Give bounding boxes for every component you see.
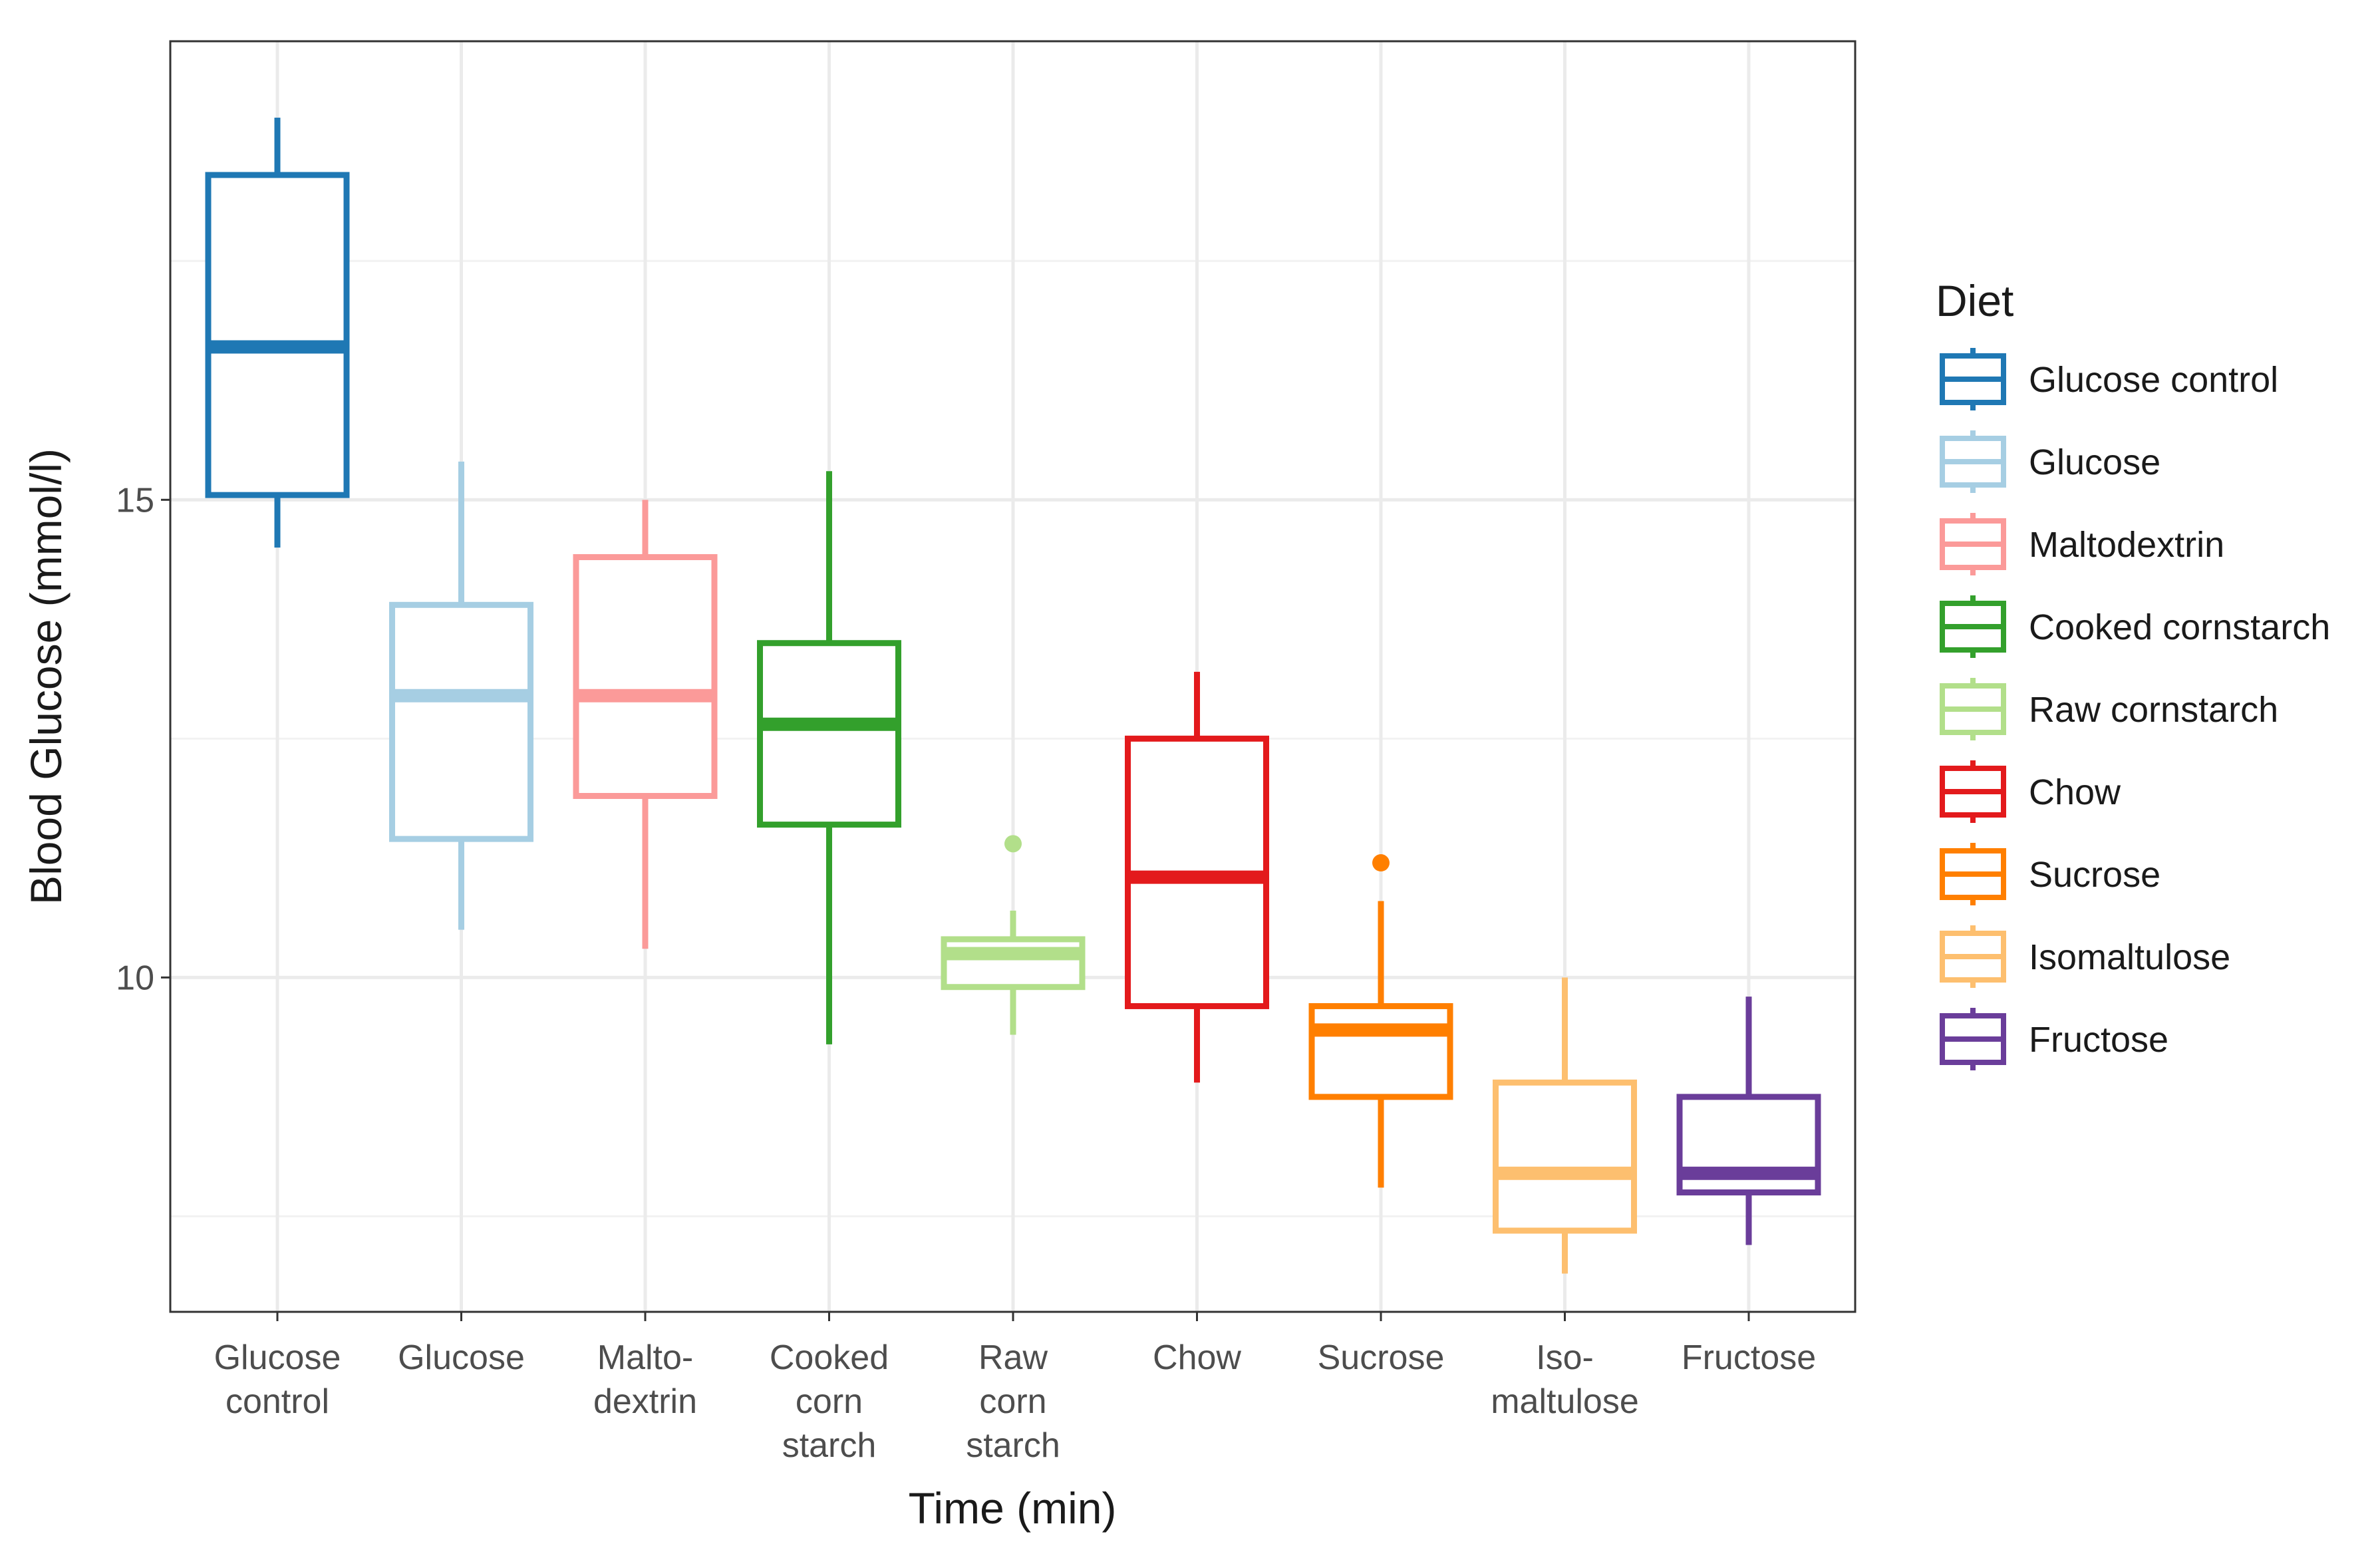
y-axis-title: Blood Glucose (mmol/l): [21, 448, 71, 905]
legend-item-5: Chow: [1940, 760, 2121, 823]
x-tick-label-line: corn: [979, 1382, 1046, 1421]
legend-item-3: Cooked cornstarch: [1940, 595, 2330, 658]
x-tick-label: Malto-dextrin: [593, 1338, 697, 1421]
x-tick-label-line: starch: [966, 1426, 1060, 1465]
legend-item-8: Fructose: [1940, 1008, 2168, 1070]
box-5: [1125, 671, 1269, 1083]
legend-label: Glucose control: [2029, 360, 2278, 400]
x-tick-label: Sucrose: [1318, 1338, 1445, 1377]
box-iqr: [1493, 1079, 1637, 1234]
legend-item-0: Glucose control: [1940, 348, 2278, 410]
x-tick-label: Glucose control: [214, 1338, 341, 1421]
x-tick-label-line: Chow: [1153, 1338, 1241, 1377]
legend-label: Cooked cornstarch: [2029, 607, 2330, 647]
legend-item-6: Sucrose: [1940, 843, 2160, 905]
legend-item-2: Maltodextrin: [1940, 513, 2224, 575]
legend-label: Maltodextrin: [2029, 525, 2224, 565]
legend-item-7: Isomaltulose: [1940, 925, 2230, 988]
box-3: [757, 471, 901, 1044]
x-tick-label: Glucose: [398, 1338, 525, 1377]
x-tick-label-line: Glucose: [398, 1338, 525, 1377]
x-tick-label-line: control: [225, 1382, 329, 1421]
legend-label: Fructose: [2029, 1020, 2168, 1060]
x-tick-label-line: starch: [782, 1426, 877, 1465]
box-1: [389, 461, 533, 930]
box-iqr: [1308, 1003, 1453, 1100]
y-tick-label: 10: [116, 959, 154, 997]
box-iqr: [389, 601, 533, 842]
box-iqr: [573, 553, 718, 800]
axes: 10 15 Glucose control Glucose Malto-dextrin Co…: [116, 481, 1816, 1465]
legend-label: Chow: [2029, 772, 2121, 812]
x-tick-label-line: maltulose: [1491, 1382, 1639, 1421]
legend-title: Diet: [1936, 276, 2013, 325]
x-tick-label-line: dextrin: [593, 1382, 697, 1421]
outlier-point: [1004, 835, 1022, 853]
x-tick-label: Iso-maltulose: [1491, 1338, 1639, 1421]
x-tick-label-line: Iso-: [1536, 1338, 1594, 1377]
box-iqr: [757, 640, 901, 828]
legend-label: Glucose: [2029, 442, 2160, 482]
legend-item-4: Raw cornstarch: [1940, 678, 2278, 740]
x-tick-label-line: Cooked: [770, 1338, 889, 1377]
x-tick-label: Fructose: [1682, 1338, 1816, 1377]
box-7: [1493, 977, 1637, 1274]
x-tick-label-line: Raw: [978, 1338, 1048, 1377]
box-6: [1308, 854, 1453, 1188]
outlier-point: [1372, 854, 1390, 872]
box-8: [1676, 997, 1821, 1245]
x-tick-label-line: Glucose: [214, 1338, 341, 1377]
x-tick-label-line: Sucrose: [1318, 1338, 1445, 1377]
legend-item-1: Glucose: [1940, 430, 2160, 493]
boxes: [205, 117, 1821, 1274]
x-axis-title: Time (min): [909, 1483, 1117, 1533]
box-4: [941, 835, 1086, 1035]
box-2: [573, 500, 718, 949]
x-tick-label-line: Fructose: [1682, 1338, 1816, 1377]
x-tick-label-line: Malto-: [597, 1338, 693, 1377]
x-tick-label-line: corn: [796, 1382, 863, 1421]
legend: Diet Glucose control Glucose Maltodextrin C…: [1936, 276, 2330, 1070]
box-iqr: [941, 936, 1086, 991]
box-iqr: [205, 172, 350, 498]
legend-label: Raw cornstarch: [2029, 690, 2278, 730]
legend-label: Sucrose: [2029, 855, 2160, 895]
x-tick-label: Chow: [1153, 1338, 1241, 1377]
x-tick-label: Cooked corn starch: [770, 1338, 889, 1465]
y-tick-label: 15: [116, 481, 154, 520]
box-0: [205, 117, 350, 548]
legend-label: Isomaltulose: [2029, 937, 2230, 977]
x-tick-label: Raw corn starch: [966, 1338, 1060, 1465]
